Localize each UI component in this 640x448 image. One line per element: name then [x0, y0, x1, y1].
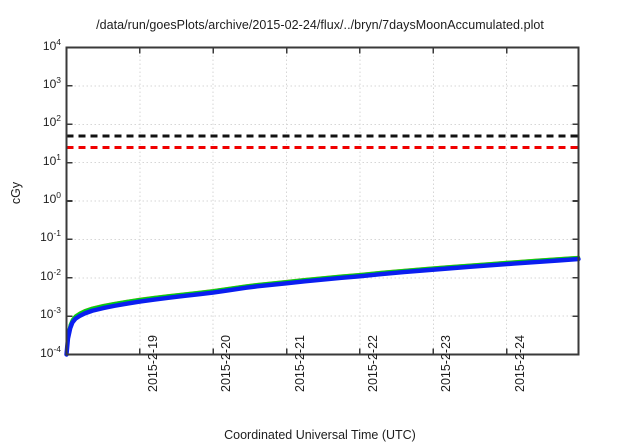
x-tick-label: 2015-2-23 — [439, 335, 454, 392]
y-tick-exponent: -3 — [53, 305, 61, 316]
y-tick-label: 104 — [42, 36, 61, 53]
y-tick-mantissa: 10 — [42, 153, 57, 168]
y-tick-exponent: 3 — [56, 74, 61, 85]
x-tick-label: 2015-2-20 — [219, 335, 234, 392]
y-tick-mantissa: 10 — [40, 345, 54, 360]
y-tick-label: 10-1 — [40, 228, 61, 245]
y-tick-label: 10-4 — [40, 343, 61, 360]
y-tick-exponent: 0 — [56, 190, 61, 200]
x-axis-label: Coordinated Universal Time (UTC) — [224, 428, 416, 442]
page-title: /data/run/goesPlots/archive/2015-02-24/f… — [96, 18, 544, 32]
y-tick-mantissa: 10 — [40, 230, 54, 245]
y-tick-exponent: 1 — [56, 151, 61, 162]
y-axis-label: cGy — [9, 181, 23, 205]
y-tick-exponent: -4 — [53, 343, 61, 354]
x-tick-label: 2015-2-24 — [512, 335, 527, 392]
y-tick-label: 10-2 — [40, 266, 61, 283]
x-tick-label: 2015-2-21 — [292, 335, 307, 392]
y-tick-label: 103 — [42, 74, 61, 91]
y-tick-mantissa: 10 — [42, 38, 57, 53]
y-tick-exponent: -2 — [53, 266, 61, 277]
y-tick-label: 102 — [42, 113, 61, 130]
y-tick-mantissa: 10 — [42, 76, 57, 91]
y-tick-label: 100 — [42, 190, 61, 206]
threshold-lines — [66, 134, 579, 149]
y-tick-mantissa: 10 — [42, 192, 57, 206]
y-axis-ticks: 104 103 102 101 100 10-1 10-2 10-3 10-4 — [0, 0, 61, 448]
y-tick-exponent: 4 — [56, 36, 61, 47]
x-tick-label: 2015-2-22 — [365, 335, 380, 392]
x-tick-label: 2015-2-19 — [145, 335, 160, 392]
axis-tickmarks — [66, 46, 579, 356]
y-tick-exponent: -1 — [53, 228, 61, 239]
data-series — [64, 255, 581, 357]
y-tick-mantissa: 10 — [42, 115, 57, 130]
y-tick-mantissa: 10 — [40, 268, 54, 283]
y-tick-label: 101 — [42, 151, 61, 168]
y-tick-exponent: 2 — [56, 113, 61, 124]
y-tick-mantissa: 10 — [40, 307, 54, 322]
y-tick-label: 10-3 — [40, 305, 61, 322]
